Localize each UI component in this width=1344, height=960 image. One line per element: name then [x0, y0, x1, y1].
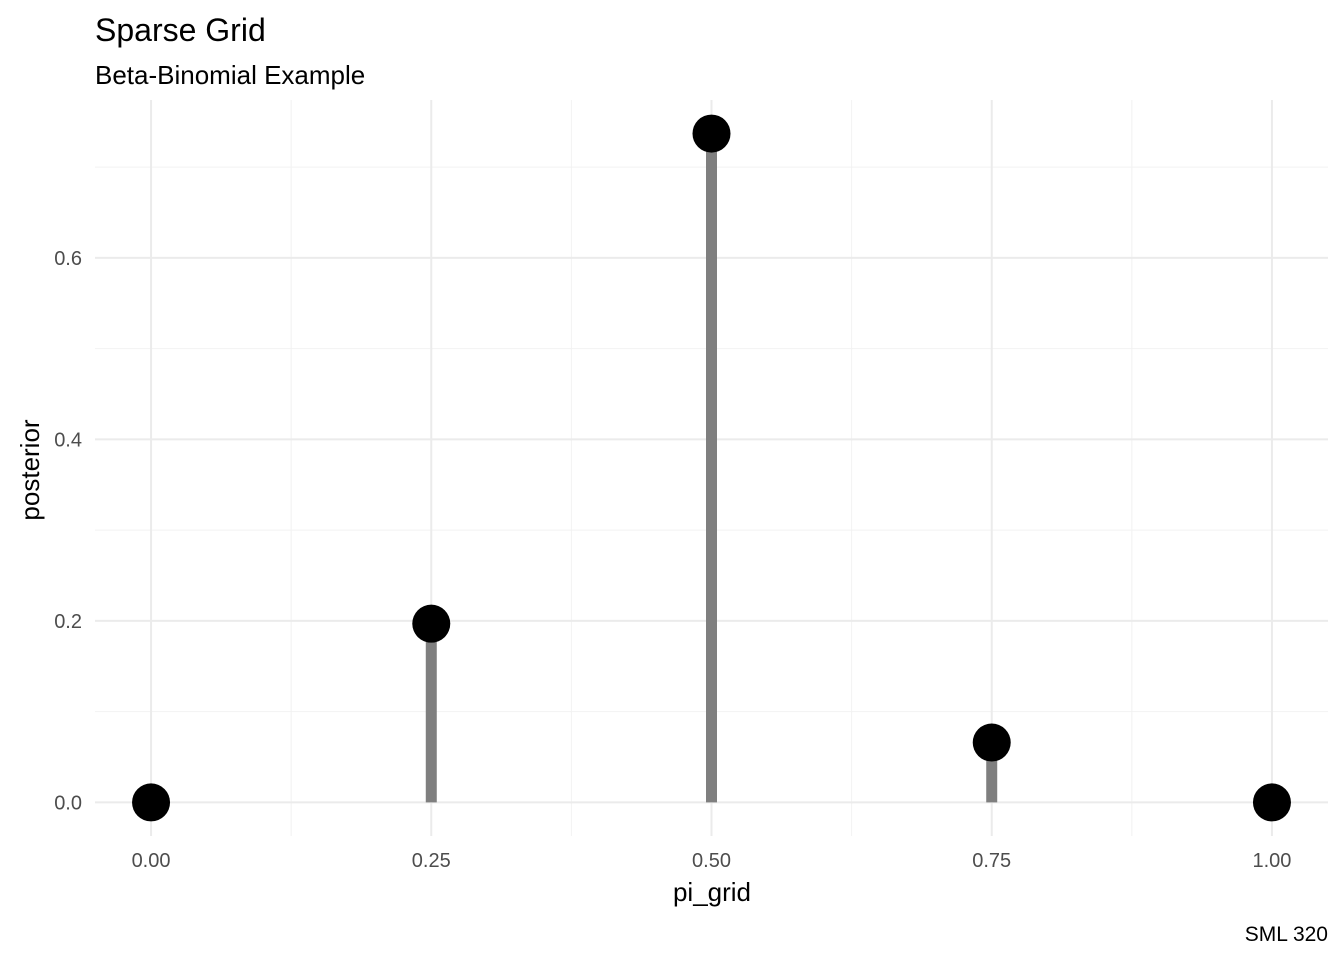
y-tick-label: 0.0	[54, 792, 82, 814]
data-point	[692, 114, 731, 153]
data-point	[972, 723, 1011, 762]
x-tick-label: 1.00	[1252, 850, 1291, 872]
y-tick-label: 0.4	[54, 429, 82, 451]
y-tick-label: 0.2	[54, 611, 82, 633]
x-tick-label: 0.25	[412, 850, 451, 872]
y-axis-ticks: 0.0 0.2 0.4 0.6	[54, 248, 82, 815]
x-axis-ticks: 0.00 0.25 0.50 0.75 1.00	[132, 850, 1292, 872]
data-point	[412, 604, 451, 643]
y-tick-label: 0.6	[54, 248, 82, 270]
data-point	[132, 783, 171, 822]
chart-subtitle: Beta-Binomial Example	[95, 60, 365, 90]
x-tick-label: 0.75	[972, 850, 1011, 872]
chart-title: Sparse Grid	[95, 12, 266, 48]
chart-caption: SML 320	[1245, 923, 1328, 946]
stems	[425, 133, 998, 803]
x-tick-label: 0.00	[132, 850, 171, 872]
y-axis-title: posterior	[15, 419, 45, 520]
data-point	[1252, 783, 1291, 822]
points	[132, 114, 1291, 822]
x-tick-label: 0.50	[692, 850, 731, 872]
x-axis-title: pi_grid	[673, 877, 751, 907]
